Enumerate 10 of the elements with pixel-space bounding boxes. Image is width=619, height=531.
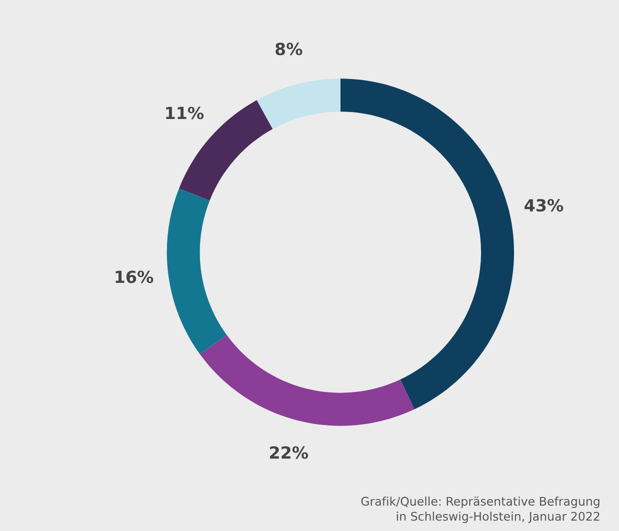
donut-slice <box>340 78 514 410</box>
data-label: 43% <box>524 199 564 212</box>
data-label: 8% <box>276 42 302 56</box>
data-label: 22% <box>270 446 308 459</box>
donut-slice <box>200 334 414 426</box>
data-label: 11% <box>166 106 204 120</box>
data-label: 16% <box>116 270 154 284</box>
donut-slice <box>166 188 227 354</box>
donut-slice <box>256 78 340 130</box>
text: Grafik/Quelle: Repräsentative Befragung in Schleswig-Holstein, Januar 2022 <box>361 496 600 524</box>
